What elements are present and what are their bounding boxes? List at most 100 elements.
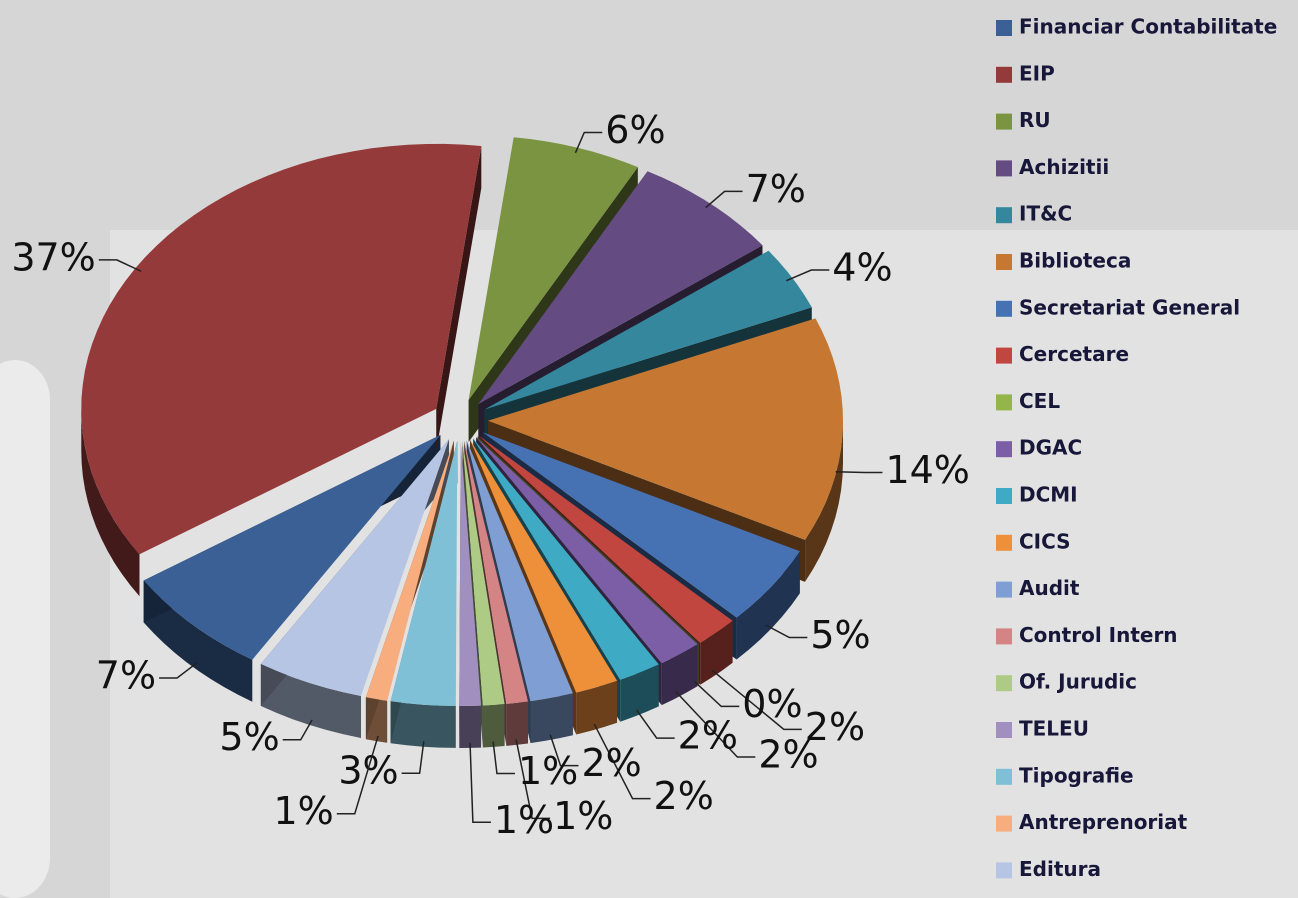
data-label: 3% — [338, 749, 398, 793]
leader-line — [593, 723, 651, 800]
legend-swatch — [996, 488, 1012, 504]
legend-label: Antreprenoriat — [1019, 810, 1188, 834]
data-label: 2% — [678, 714, 738, 758]
slice-side — [390, 701, 456, 748]
slice-side — [576, 680, 618, 735]
leader-line — [574, 131, 603, 154]
legend-label: CEL — [1019, 389, 1060, 413]
leader-line — [835, 471, 883, 474]
legend-label: Cercetare — [1019, 342, 1129, 366]
legend-label: Achizitii — [1019, 155, 1109, 179]
data-label: 1% — [494, 798, 554, 842]
legend-label: TELEU — [1019, 717, 1089, 741]
slice — [459, 440, 482, 706]
legend-swatch — [996, 254, 1012, 270]
slice — [473, 438, 659, 680]
slice-side — [620, 664, 659, 722]
labels: 7%37%6%7%4%14%5%2%0%2%2%2%2%1%1%1%3%1%5% — [11, 108, 970, 842]
slice — [477, 436, 699, 644]
leader-line — [401, 741, 425, 774]
data-label: 7% — [96, 654, 156, 698]
leader-line — [492, 741, 515, 775]
legend-swatch — [996, 441, 1012, 458]
data-label: 2% — [582, 741, 642, 785]
data-label: 5% — [810, 613, 870, 657]
slice — [484, 250, 812, 410]
legend-label: Biblioteca — [1019, 249, 1131, 273]
leader-line — [515, 739, 551, 820]
data-label: 6% — [605, 108, 665, 152]
legend-label: EIP — [1019, 61, 1055, 85]
data-label: 2% — [758, 733, 818, 777]
leader-line — [693, 680, 740, 708]
legend-label: Control Intern — [1019, 623, 1178, 647]
slice — [390, 440, 458, 706]
legend-swatch — [996, 300, 1012, 317]
data-label: 2% — [654, 774, 714, 818]
legend-label: CICS — [1019, 529, 1071, 553]
legend-label: IT&C — [1019, 202, 1072, 226]
legend-swatch — [996, 862, 1012, 879]
slice-side — [700, 620, 733, 685]
legend-label: Tipografie — [1019, 763, 1134, 787]
leader-line — [675, 691, 756, 758]
data-label: 0% — [742, 682, 802, 726]
slice-side — [459, 705, 482, 748]
legend-swatch — [996, 534, 1012, 551]
slice — [476, 437, 698, 664]
data-label: 1% — [553, 794, 613, 838]
legend-label: DGAC — [1019, 436, 1082, 460]
slice — [478, 435, 733, 643]
legend-label: Secretariat General — [1019, 295, 1240, 319]
slice — [468, 137, 638, 401]
legend-label: Of. Jurudic — [1019, 670, 1137, 694]
legend-label: Editura — [1019, 857, 1101, 881]
legend-swatch — [996, 581, 1012, 598]
slice — [470, 439, 618, 693]
legend-swatch — [996, 815, 1012, 832]
legend-swatch — [996, 207, 1012, 224]
leader-line — [549, 734, 579, 767]
data-label: 5% — [219, 715, 279, 759]
legend-swatch — [996, 394, 1012, 411]
slice — [81, 143, 482, 555]
slice-side — [143, 580, 253, 702]
leader-line — [159, 662, 198, 679]
slice-side — [530, 693, 573, 744]
slice-side — [805, 420, 843, 582]
leader-line — [336, 735, 379, 815]
legend-swatch — [996, 160, 1012, 177]
data-label: 7% — [746, 167, 806, 211]
panel-left — [0, 360, 50, 898]
slice — [260, 439, 449, 696]
slice-side — [482, 704, 505, 748]
legend-swatch — [996, 347, 1012, 364]
legend-swatch — [996, 675, 1012, 692]
data-label: 14% — [885, 448, 969, 492]
data-label: 37% — [11, 235, 95, 279]
legend-swatch — [996, 20, 1012, 36]
data-label: 4% — [832, 246, 892, 290]
data-label: 1% — [518, 749, 578, 793]
slice-side — [661, 644, 698, 706]
legend: Financiar Contabilitate EIP RU Achizitii IT&… — [996, 15, 1277, 881]
legend-swatch — [996, 722, 1012, 738]
legend-label: Financiar Contabilitate — [1019, 15, 1277, 39]
legend-label: Audit — [1019, 576, 1080, 600]
leader-line — [282, 719, 313, 741]
leader-line — [705, 190, 743, 209]
slice-side — [260, 664, 361, 738]
leader-line — [635, 709, 675, 739]
legend-swatch — [996, 113, 1012, 130]
slice — [143, 435, 441, 660]
leader-line — [765, 624, 808, 639]
data-label: 1% — [273, 789, 333, 833]
slice-side — [736, 551, 800, 660]
legend-swatch — [996, 628, 1012, 645]
legend-swatch — [996, 66, 1012, 83]
slice — [464, 440, 528, 704]
slice-side — [506, 701, 528, 746]
leader-line — [786, 269, 830, 282]
slice — [462, 440, 505, 706]
